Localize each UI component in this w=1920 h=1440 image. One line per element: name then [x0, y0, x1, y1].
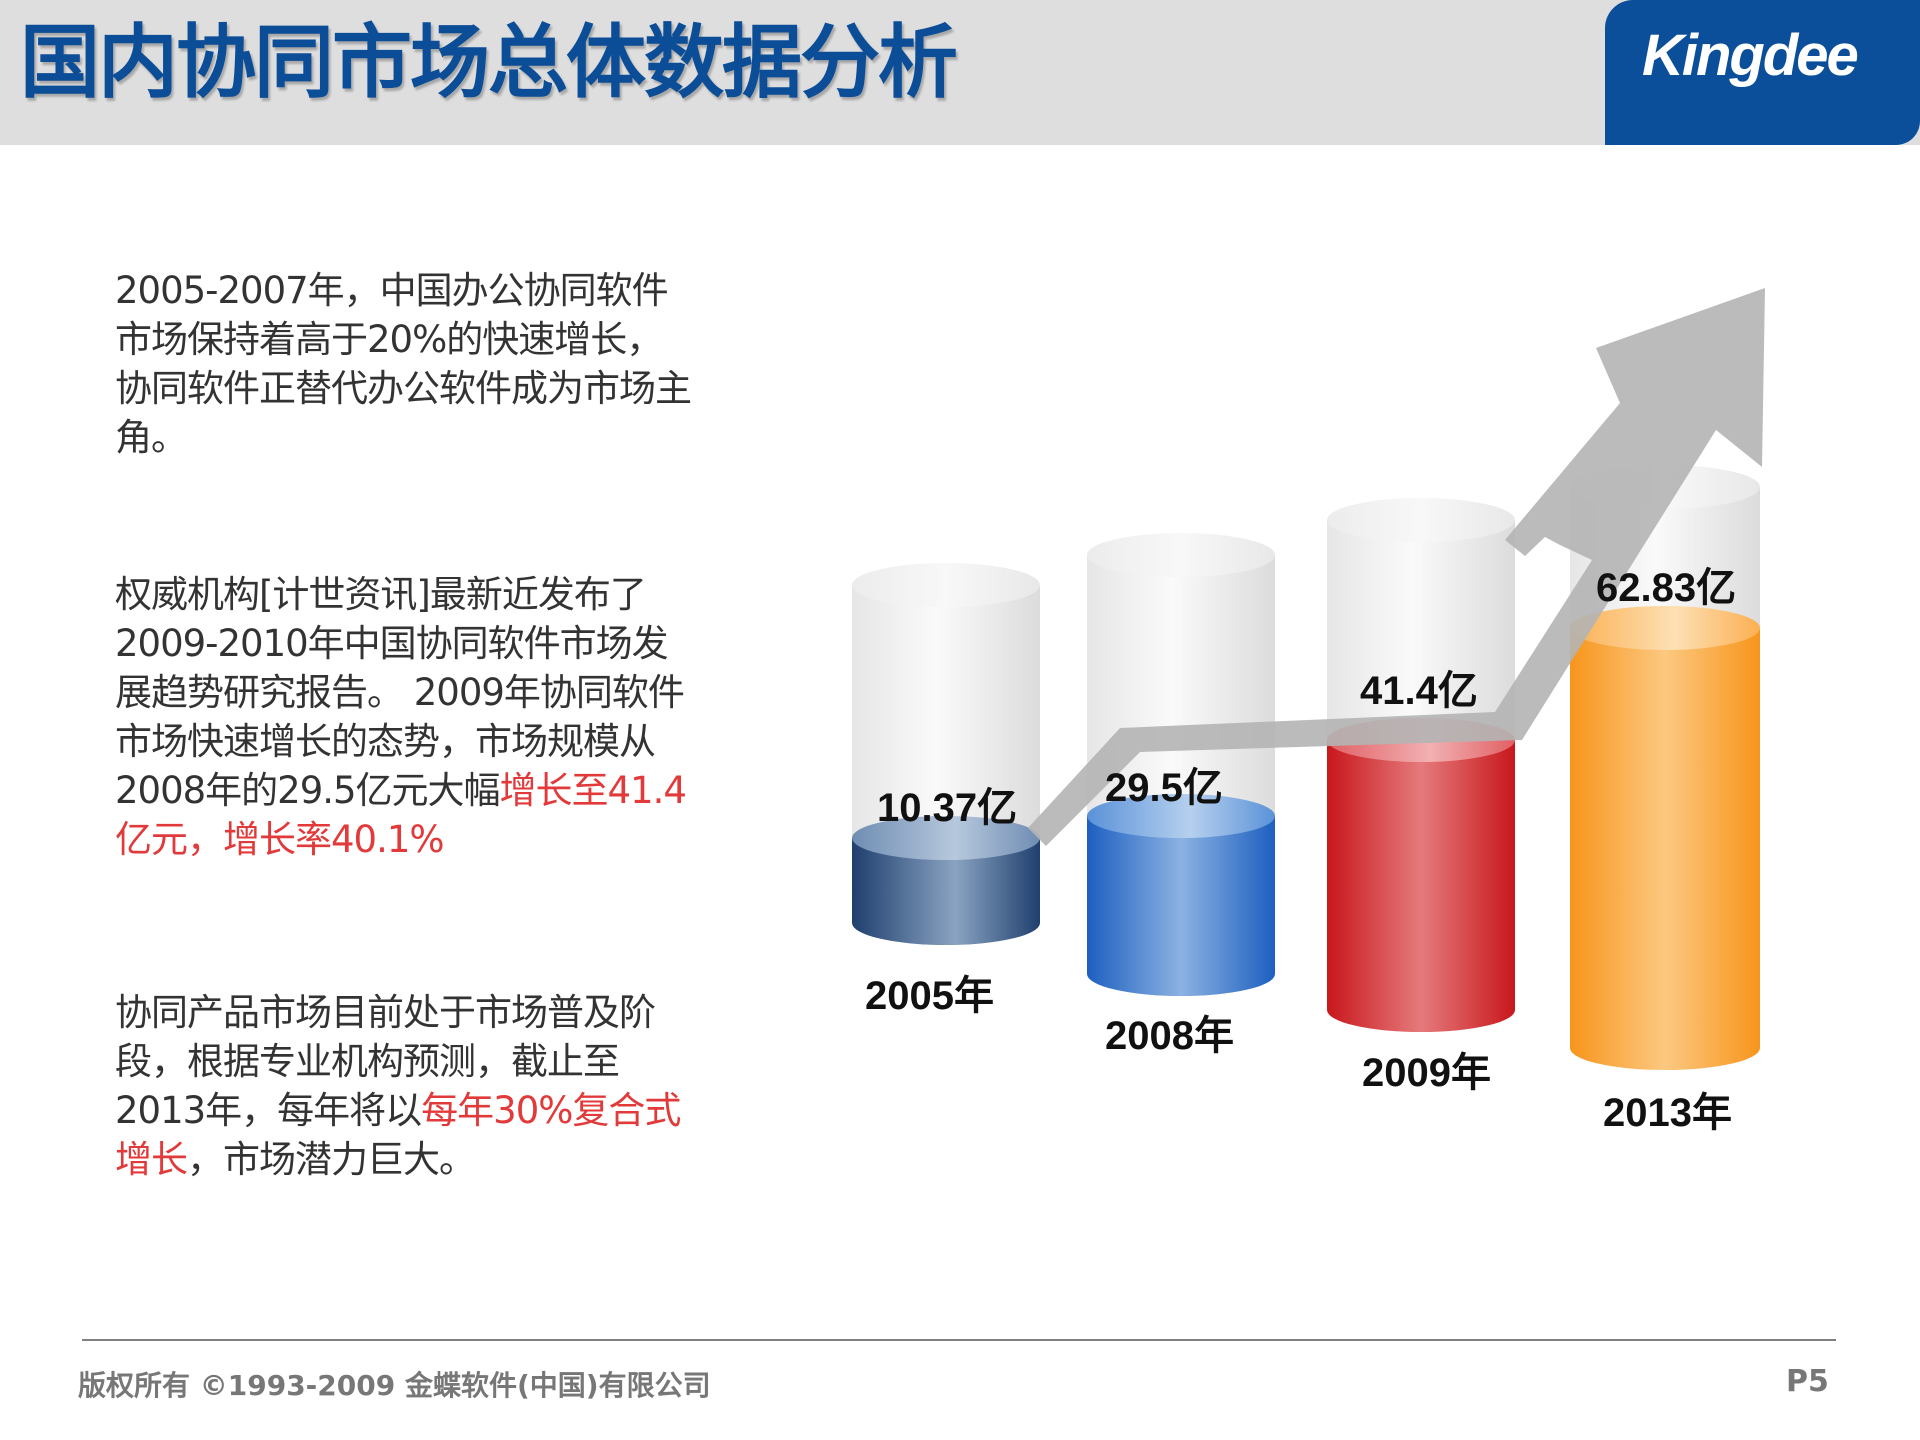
- paragraph-3-tail: ，市场潜力巨大。: [187, 1138, 476, 1181]
- paragraph-3: 协同产品市场目前处于市场普及阶段，根据专业机构预测，截止至2013年，每年将以每…: [115, 988, 695, 1184]
- value-label-2009: 41.4亿: [1360, 669, 1478, 713]
- paragraph-2: 权威机构[计世资讯]最新近发布了2009-2010年中国协同软件市场发展趋势研究…: [115, 570, 695, 864]
- header-bar: 国内协同市场总体数据分析 Kingdee: [0, 0, 1920, 145]
- paragraph-1-text: 2005-2007年，中国办公协同软件市场保持着高于20%的快速增长，协同软件正…: [115, 269, 692, 459]
- year-label-2008: 2008年: [1105, 1014, 1234, 1058]
- bar-2005: [852, 816, 1040, 945]
- logo-text: Kingdee: [1642, 23, 1859, 88]
- page-title: 国内协同市场总体数据分析: [20, 16, 958, 109]
- year-label-2005: 2005年: [865, 974, 994, 1018]
- bar-2013: [1570, 606, 1760, 1070]
- footer-divider: [82, 1339, 1836, 1341]
- paragraph-1: 2005-2007年，中国办公协同软件市场保持着高于20%的快速增长，协同软件正…: [115, 266, 695, 462]
- value-label-2005: 10.37亿: [877, 786, 1018, 830]
- value-label-2008: 29.5亿: [1105, 766, 1223, 810]
- paragraph-2-text: 权威机构[计世资讯]最新近发布了2009-2010年中国协同软件市场发展趋势研究…: [115, 573, 685, 812]
- trend-arrow-icon: [1028, 288, 1765, 846]
- year-label-2013: 2013年: [1603, 1091, 1732, 1135]
- bar-2009: [1327, 718, 1515, 1032]
- year-label-2009: 2009年: [1362, 1051, 1491, 1095]
- paragraph-2-highlight: 增长至41.4亿元，增长率40.1%: [115, 769, 687, 861]
- value-label-2013: 62.83亿: [1596, 566, 1737, 610]
- paragraph-3-text: 协同产品市场目前处于市场普及阶段，根据专业机构预测，截止至2013年，每年将以: [115, 991, 656, 1132]
- paragraph-3-highlight: 每年30%复合式增长: [115, 1089, 681, 1181]
- page-number: P5: [1786, 1364, 1829, 1399]
- bar-2008: [1087, 794, 1275, 996]
- copyright-text: 版权所有 ©1993-2009 金蝶软件(中国)有限公司: [78, 1369, 711, 1402]
- kingdee-logo: Kingdee: [1605, 0, 1920, 145]
